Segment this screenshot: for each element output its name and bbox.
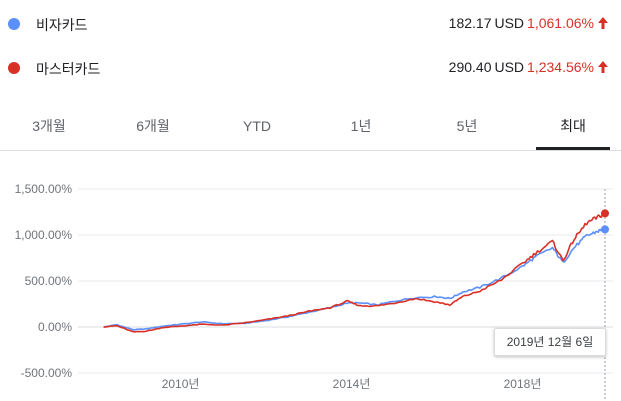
- stock-price: 290.40: [448, 59, 492, 75]
- series-end-marker: [601, 225, 609, 234]
- stock-price: 182.17: [448, 15, 492, 31]
- y-tick-label: 1,000.00%: [15, 228, 73, 242]
- tab-max[interactable]: 최대: [560, 118, 586, 134]
- stock-currency: USD: [494, 59, 525, 75]
- stock-name: 비자카드: [36, 17, 88, 33]
- stock-quote: 290.40 USD 1,234.56%: [449, 59, 609, 75]
- series-end-marker: [601, 209, 609, 218]
- x-tick-label: 2010년: [162, 377, 200, 391]
- date-tooltip: 2019년 12월 6일: [494, 328, 606, 356]
- arrow-up-icon: [598, 17, 608, 29]
- arrow-up-icon: [598, 61, 608, 73]
- series-line: [103, 212, 606, 333]
- y-tick-label: -500.00%: [21, 366, 73, 380]
- series-line: [103, 228, 606, 331]
- tab-ytd[interactable]: YTD: [243, 118, 271, 134]
- stock-quote: 182.17 USD 1,061.06%: [449, 15, 609, 31]
- tab-1-year[interactable]: 1년: [350, 118, 372, 134]
- series-color-dot: [8, 62, 20, 74]
- tab-6-months[interactable]: 6개월: [136, 118, 170, 134]
- price-chart[interactable]: 1,500.00% 1,000.00% 500.00% 0.00% -500.00% 20…: [0, 150, 621, 401]
- stock-change-percent: 1,061.06%: [527, 15, 594, 31]
- legend-row-mastercard[interactable]: 마스터카드 290.40 USD 1,234.56%: [0, 53, 621, 83]
- period-tabs: 3개월 6개월 YTD 1년 5년 최대: [0, 104, 621, 151]
- legend-row-visa[interactable]: 비자카드 182.17 USD 1,061.06%: [0, 9, 621, 39]
- y-tick-label: 1,500.00%: [15, 182, 73, 196]
- x-tick-label: 2018년: [504, 377, 542, 391]
- tab-5-years[interactable]: 5년: [456, 118, 478, 134]
- stock-name: 마스터카드: [36, 61, 101, 77]
- series-color-dot: [8, 18, 20, 30]
- stock-currency: USD: [494, 15, 525, 31]
- y-tick-label: 0.00%: [38, 320, 72, 334]
- active-tab-indicator: [536, 147, 610, 150]
- stock-change-percent: 1,234.56%: [527, 59, 594, 75]
- x-tick-label: 2014년: [333, 377, 371, 391]
- tab-3-months[interactable]: 3개월: [32, 118, 66, 134]
- y-tick-label: 500.00%: [25, 274, 73, 288]
